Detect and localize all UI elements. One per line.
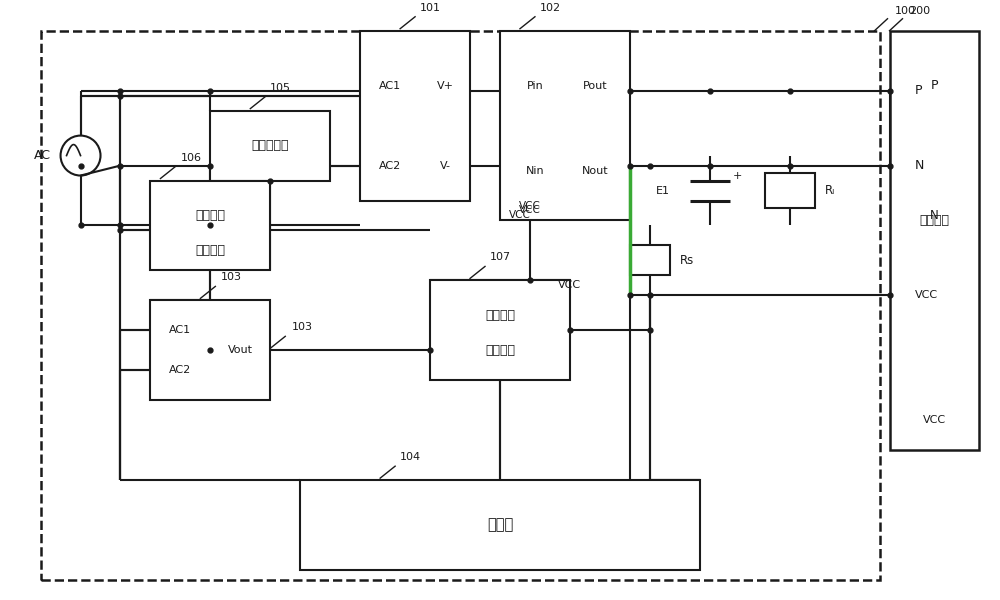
Bar bbox=[765, 173, 815, 208]
Text: 200: 200 bbox=[909, 6, 931, 16]
Text: VCC: VCC bbox=[509, 211, 531, 220]
Text: Nout: Nout bbox=[582, 166, 608, 176]
Text: N: N bbox=[930, 209, 939, 222]
Text: VCC: VCC bbox=[914, 290, 938, 301]
Bar bbox=[150, 181, 270, 271]
Text: AC2: AC2 bbox=[379, 161, 401, 170]
Text: +: + bbox=[733, 170, 742, 181]
Text: 控制模块: 控制模块 bbox=[195, 244, 225, 257]
Text: VCC: VCC bbox=[923, 415, 946, 425]
Text: 101: 101 bbox=[420, 3, 441, 13]
Text: 107: 107 bbox=[490, 253, 511, 262]
Text: 102: 102 bbox=[540, 3, 561, 13]
Text: Nin: Nin bbox=[526, 166, 544, 176]
Text: VCC: VCC bbox=[519, 205, 541, 215]
Text: V-: V- bbox=[440, 161, 451, 170]
Text: P: P bbox=[931, 79, 938, 92]
Text: 预充电模块: 预充电模块 bbox=[252, 139, 289, 152]
Text: 105: 105 bbox=[270, 83, 291, 92]
Text: Rs: Rs bbox=[680, 254, 694, 267]
Text: 100: 100 bbox=[894, 6, 915, 16]
Bar bbox=[150, 301, 270, 400]
Bar bbox=[41, 31, 880, 580]
Bar bbox=[630, 245, 670, 275]
Text: Vout: Vout bbox=[228, 346, 253, 355]
Text: VCC: VCC bbox=[558, 280, 581, 290]
Text: P: P bbox=[914, 84, 922, 97]
Bar bbox=[300, 480, 700, 570]
Text: 103: 103 bbox=[220, 272, 241, 283]
Text: AC1: AC1 bbox=[169, 325, 191, 335]
Bar bbox=[210, 110, 330, 181]
Text: 高压电源: 高压电源 bbox=[195, 209, 225, 222]
Text: VCC: VCC bbox=[519, 200, 541, 211]
Bar bbox=[360, 31, 470, 200]
Bar bbox=[500, 31, 630, 220]
Text: Pout: Pout bbox=[583, 80, 607, 91]
Text: 106: 106 bbox=[180, 152, 201, 163]
Text: Pin: Pin bbox=[527, 80, 543, 91]
Text: 104: 104 bbox=[400, 452, 421, 462]
Text: AC2: AC2 bbox=[169, 365, 192, 375]
Text: AC1: AC1 bbox=[379, 80, 401, 91]
Bar bbox=[430, 280, 570, 380]
Text: 103: 103 bbox=[292, 322, 313, 332]
Text: 控制器: 控制器 bbox=[487, 518, 513, 533]
Text: 低压电源: 低压电源 bbox=[485, 309, 515, 322]
Text: E1: E1 bbox=[656, 185, 670, 196]
Text: Rₗ: Rₗ bbox=[825, 184, 835, 197]
Text: 控制模块: 控制模块 bbox=[485, 344, 515, 357]
Text: AC: AC bbox=[34, 149, 51, 162]
Text: V+: V+ bbox=[437, 80, 454, 91]
Text: N: N bbox=[914, 159, 924, 172]
Text: 用电负载: 用电负载 bbox=[919, 214, 949, 227]
Bar bbox=[890, 31, 979, 450]
